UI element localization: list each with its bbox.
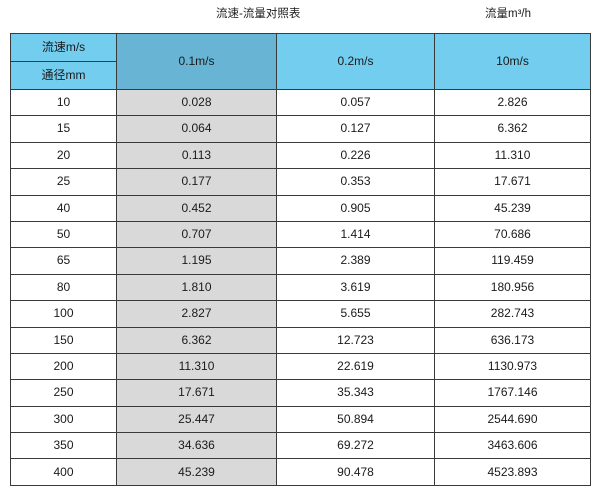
cell-flow-rate-2: 0.353 [276,168,435,196]
cell-diameter: 350 [10,432,117,460]
cell-flow-rate-1: 0.177 [116,168,277,196]
cell-flow-rate-3: 17.671 [434,168,591,196]
table-row: 65 1.195 2.389 119.459 [10,247,591,275]
cell-flow-rate-2: 0.127 [276,115,435,143]
cell-flow-rate-3: 3463.606 [434,432,591,460]
corner-header-velocity-label: 流速m/s [11,34,116,62]
flow-rate-unit-label: 流量m³/h [485,8,531,20]
table-row: 15 0.064 0.127 6.362 [10,115,591,143]
cell-diameter: 20 [10,141,117,170]
cell-flow-rate-3: 282.743 [434,300,591,328]
cell-diameter: 300 [10,405,117,434]
cell-flow-rate-3: 6.362 [434,115,591,143]
cell-diameter: 80 [10,273,117,302]
cell-flow-rate-3: 2.826 [434,88,591,117]
cell-flow-rate-1: 0.064 [116,115,277,143]
cell-flow-rate-2: 50.894 [276,405,435,434]
cell-flow-rate-1: 17.671 [116,379,277,407]
column-header-velocity-2: 0.2m/s [276,33,435,90]
column-header-velocity-1: 0.1m/s [116,33,277,90]
cell-flow-rate-2: 1.414 [276,220,435,249]
cell-flow-rate-2: 0.226 [276,141,435,170]
cell-diameter: 250 [10,379,117,407]
cell-flow-rate-2: 5.655 [276,300,435,328]
table-row: 300 25.447 50.894 2544.690 [10,405,591,434]
table-row: 150 6.362 12.723 636.173 [10,326,591,354]
cell-flow-rate-3: 119.459 [434,247,591,275]
table-header-row: 流速m/s 通径mm 0.1m/s 0.2m/s 10m/s [10,33,591,90]
cell-flow-rate-3: 2544.690 [434,405,591,434]
cell-flow-rate-3: 1130.973 [434,352,591,381]
flow-velocity-table: 流速m/s 通径mm 0.1m/s 0.2m/s 10m/s 10 0.028 0.… [10,33,591,486]
cell-flow-rate-2: 0.905 [276,194,435,222]
flow-velocity-table-container: 流速m/s 通径mm 0.1m/s 0.2m/s 10m/s 10 0.028 0.… [10,33,591,486]
column-header-velocity-3: 10m/s [434,33,591,90]
cell-diameter: 15 [10,115,117,143]
table-row: 80 1.810 3.619 180.956 [10,273,591,302]
table-title: 流速-流量对照表 [216,8,301,20]
cell-flow-rate-1: 11.310 [116,352,277,381]
table-row: 400 45.239 90.478 4523.893 [10,458,591,486]
cell-diameter: 400 [10,458,117,486]
table-row: 200 11.310 22.619 1130.973 [10,352,591,381]
cell-flow-rate-1: 25.447 [116,405,277,434]
table-body: 10 0.028 0.057 2.826 15 0.064 0.127 6.362 20 0.11… [10,88,591,486]
cell-flow-rate-1: 0.452 [116,194,277,222]
cell-diameter: 150 [10,326,117,354]
cell-diameter: 65 [10,247,117,275]
cell-flow-rate-2: 2.389 [276,247,435,275]
cell-flow-rate-2: 12.723 [276,326,435,354]
cell-diameter: 50 [10,220,117,249]
corner-header-cell: 流速m/s 通径mm [10,33,117,90]
table-row: 20 0.113 0.226 11.310 [10,141,591,170]
cell-flow-rate-2: 35.343 [276,379,435,407]
cell-diameter: 100 [10,300,117,328]
cell-flow-rate-3: 180.956 [434,273,591,302]
cell-flow-rate-1: 34.636 [116,432,277,460]
cell-diameter: 10 [10,88,117,117]
cell-flow-rate-2: 90.478 [276,458,435,486]
cell-flow-rate-2: 0.057 [276,88,435,117]
cell-flow-rate-3: 45.239 [434,194,591,222]
cell-flow-rate-2: 3.619 [276,273,435,302]
cell-flow-rate-2: 22.619 [276,352,435,381]
cell-flow-rate-1: 2.827 [116,300,277,328]
table-row: 50 0.707 1.414 70.686 [10,220,591,249]
table-row: 100 2.827 5.655 282.743 [10,300,591,328]
cell-diameter: 200 [10,352,117,381]
cell-flow-rate-1: 1.195 [116,247,277,275]
corner-header-diameter-label: 通径mm [11,62,116,89]
table-header: 流速m/s 通径mm 0.1m/s 0.2m/s 10m/s [10,33,591,90]
table-row: 10 0.028 0.057 2.826 [10,88,591,117]
cell-flow-rate-3: 1767.146 [434,379,591,407]
table-row: 40 0.452 0.905 45.239 [10,194,591,222]
table-row: 25 0.177 0.353 17.671 [10,168,591,196]
cell-flow-rate-3: 4523.893 [434,458,591,486]
cell-flow-rate-1: 6.362 [116,326,277,354]
cell-flow-rate-3: 636.173 [434,326,591,354]
table-row: 350 34.636 69.272 3463.606 [10,432,591,460]
cell-flow-rate-2: 69.272 [276,432,435,460]
cell-flow-rate-1: 0.113 [116,141,277,170]
cell-flow-rate-1: 0.707 [116,220,277,249]
cell-diameter: 40 [10,194,117,222]
caption-strip: 流速-流量对照表 流量m³/h [0,0,600,30]
cell-flow-rate-1: 1.810 [116,273,277,302]
cell-flow-rate-1: 0.028 [116,88,277,117]
cell-diameter: 25 [10,168,117,196]
cell-flow-rate-3: 70.686 [434,220,591,249]
table-row: 250 17.671 35.343 1767.146 [10,379,591,407]
cell-flow-rate-1: 45.239 [116,458,277,486]
cell-flow-rate-3: 11.310 [434,141,591,170]
